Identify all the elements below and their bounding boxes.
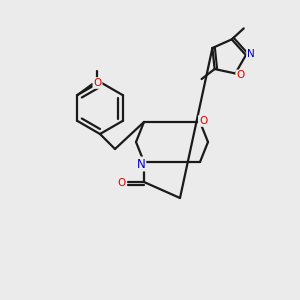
Text: O: O bbox=[199, 116, 207, 126]
Text: O: O bbox=[118, 178, 126, 188]
Text: O: O bbox=[236, 70, 244, 80]
Text: N: N bbox=[247, 49, 255, 59]
Text: O: O bbox=[93, 78, 102, 88]
Text: N: N bbox=[136, 158, 146, 170]
